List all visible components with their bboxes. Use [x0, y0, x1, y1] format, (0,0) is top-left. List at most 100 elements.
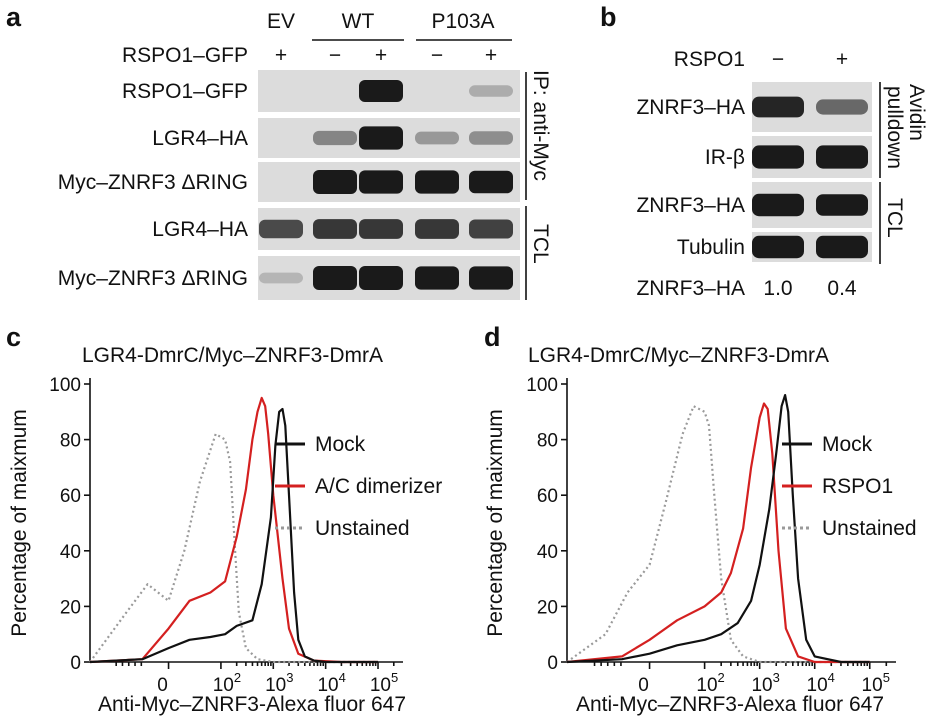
side-label-avidin: Avidin	[905, 84, 928, 141]
band-a-4-1	[313, 266, 357, 290]
treat-label-rspo1: RSPO1	[674, 48, 745, 71]
band-b-1-0	[752, 145, 804, 169]
x-tick-label-c-2: 103	[265, 670, 293, 696]
band-a-3-2	[359, 219, 403, 239]
group-label-wt: WT	[342, 10, 375, 33]
legend-label-c-2: Unstained	[315, 517, 410, 540]
treat-sign-a-2: +	[375, 44, 387, 67]
band-b-3-1	[816, 235, 868, 259]
quant-label: ZNRF3–HA	[636, 277, 745, 300]
y-tick-label-c-5: 100	[49, 375, 81, 396]
x-tick-label-c-0: 0	[157, 675, 168, 696]
y-tick-label-d-4: 80	[537, 431, 558, 452]
panel-a: a EV WT P103A RSPO1–GFP + − + − + RSPO1–GFP L…	[6, 2, 552, 300]
blots-a	[258, 70, 520, 300]
row-label-b-2: ZNRF3–HA	[636, 194, 745, 217]
quant-value-minus: 1.0	[763, 277, 792, 300]
treat-sign-b-0: −	[772, 48, 784, 71]
band-a-0-4	[469, 85, 513, 97]
treat-sign-a-0: +	[275, 44, 287, 67]
x-tick-label-d-0: 0	[638, 675, 649, 696]
row-label-b-1: IR-β	[705, 146, 745, 169]
chart-title-d: LGR4-DmrC/Myc–ZNRF3-DmrA	[528, 344, 829, 367]
panel-letter-a: a	[6, 2, 22, 32]
band-a-2-1	[313, 170, 357, 194]
blots-b	[752, 82, 872, 262]
x-axis-label-c: Anti-Myc–ZNRF3-Alexa fluor 647	[98, 693, 406, 716]
legend-label-d-0: Mock	[822, 433, 873, 456]
x-tick-label-c-3: 104	[317, 670, 345, 696]
row-label-a-1: LGR4–HA	[152, 127, 248, 150]
band-a-2-4	[469, 170, 513, 194]
row-label-a-2: Myc–ZNRF3 ΔRING	[58, 171, 248, 194]
row-label-a-4: Myc–ZNRF3 ΔRING	[58, 267, 248, 290]
band-a-0-2	[359, 80, 403, 102]
x-tick-label-d-4: 105	[862, 670, 890, 696]
panel-letter-b: b	[600, 2, 617, 32]
treat-signs-b: − +	[772, 48, 848, 71]
series-line-d-2	[566, 405, 870, 664]
series-line-d-0	[566, 394, 870, 664]
band-b-3-0	[752, 235, 804, 259]
series-line-c-1	[89, 396, 378, 664]
y-tick-label-c-0: 0	[70, 653, 81, 674]
x-tick-label-d-2: 103	[751, 670, 779, 696]
band-a-3-4	[469, 219, 513, 239]
legend-label-d-1: RSPO1	[822, 475, 893, 498]
y-tick-label-c-2: 40	[60, 542, 81, 563]
legend-label-c-1: A/C dimerizer	[315, 475, 442, 498]
group-label-ev: EV	[267, 10, 295, 33]
y-tick-label-d-0: 0	[547, 653, 558, 674]
band-a-3-1	[313, 219, 357, 239]
y-tick-label-c-1: 20	[60, 597, 81, 618]
chart-c: c LGR4-DmrC/Myc–ZNRF3-DmrA 0 20 40 60 80 100 0 10…	[6, 322, 442, 716]
legend-label-c-0: Mock	[315, 433, 366, 456]
series-line-d-1	[566, 402, 870, 664]
treat-label-rspo1-gfp: RSPO1–GFP	[122, 44, 248, 67]
band-a-3-3	[415, 219, 459, 239]
band-a-2-3	[415, 170, 459, 194]
side-label-tcl-b: TCL	[883, 198, 906, 238]
y-tick-label-c-3: 60	[60, 486, 81, 507]
row-label-a-3: LGR4–HA	[152, 218, 248, 241]
side-label-tcl-a: TCL	[529, 224, 552, 264]
treat-sign-b-1: +	[836, 48, 848, 71]
band-b-0-1	[816, 99, 868, 115]
band-a-2-2	[359, 170, 403, 194]
y-axis-label-d: Percentage of maixmum	[484, 409, 507, 637]
legend-label-d-2: Unstained	[822, 517, 917, 540]
band-a-4-4	[469, 266, 513, 290]
x-tick-label-c-1: 102	[213, 670, 241, 696]
x-tick-label-d-1: 102	[696, 670, 724, 696]
band-b-0-0	[752, 96, 804, 118]
x-tick-label-c-4: 105	[370, 670, 398, 696]
x-axis-label-d: Anti-Myc–ZNRF3-Alexa fluor 647	[576, 693, 884, 716]
band-a-1-2	[359, 126, 403, 150]
treat-sign-a-3: −	[431, 44, 443, 67]
quant-value-plus: 0.4	[827, 277, 857, 300]
band-a-4-2	[359, 266, 403, 290]
side-label-pulldown: pulldown	[883, 86, 906, 169]
band-a-3-0	[259, 219, 303, 239]
y-axis-label-c: Percentage of maixmum	[8, 409, 31, 637]
panel-letter-c: c	[6, 322, 21, 352]
y-tick-label-c-4: 80	[60, 431, 81, 452]
y-tick-label-d-2: 40	[537, 542, 558, 563]
series-line-c-0	[89, 407, 378, 664]
side-label-ip: IP: anti-Myc	[529, 70, 552, 181]
band-a-1-3	[415, 131, 459, 145]
y-tick-label-d-3: 60	[537, 486, 558, 507]
chart-d: d LGR4-DmrC/Myc–ZNRF3-DmrA 0 20 40 60 80 100 0 10…	[484, 322, 917, 716]
band-b-2-0	[752, 193, 804, 217]
chart-title-c: LGR4-DmrC/Myc–ZNRF3-DmrA	[82, 344, 383, 367]
y-tick-label-d-5: 100	[526, 375, 558, 396]
row-label-b-3: Tubulin	[677, 236, 745, 259]
series-line-c-2	[89, 432, 378, 664]
row-labels-b: ZNRF3–HA IR-β ZNRF3–HA Tubulin	[636, 96, 745, 259]
row-label-a-0: RSPO1–GFP	[122, 80, 248, 103]
x-tick-label-d-3: 104	[807, 670, 835, 696]
band-b-1-1	[816, 145, 868, 169]
treat-signs-a: + − + − +	[275, 44, 497, 67]
